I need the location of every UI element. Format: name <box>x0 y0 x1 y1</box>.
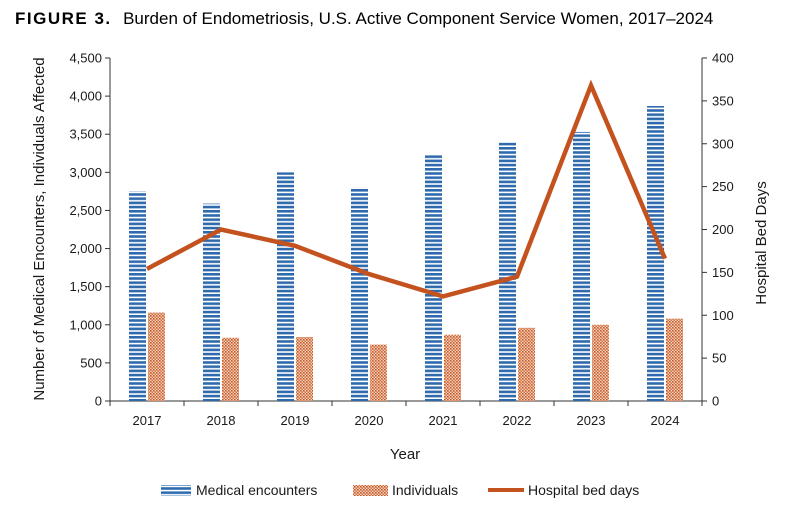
bar-medical-encounters <box>203 203 220 401</box>
right-tick-label: 300 <box>712 136 734 151</box>
bar-individuals <box>666 318 683 401</box>
bar-medical-encounters <box>499 142 516 401</box>
bar-medical-encounters <box>277 172 294 401</box>
right-tick-label: 400 <box>712 51 734 66</box>
bar-individuals <box>518 327 535 401</box>
x-tick-label: 2021 <box>429 413 458 428</box>
bar-individuals <box>296 336 313 401</box>
right-tick-label: 0 <box>712 394 719 409</box>
x-tick-label: 2022 <box>503 413 532 428</box>
left-tick-label: 2,000 <box>69 241 102 256</box>
x-tick-label: 2020 <box>355 413 384 428</box>
bar-medical-encounters <box>425 154 442 401</box>
left-axis-title: Number of Medical Encounters, Individual… <box>31 57 48 400</box>
bar-individuals <box>444 334 461 401</box>
chart-title: FIGURE 3. Burden of Endometriosis, U.S. … <box>15 9 713 28</box>
right-tick-label: 350 <box>712 93 734 108</box>
left-tick-label: 1,000 <box>69 317 102 332</box>
hospital-bed-days-line <box>145 79 668 299</box>
bar-individuals <box>222 337 239 401</box>
figure-label: FIGURE 3. <box>15 9 112 28</box>
legend-label-individuals: Individuals <box>392 482 458 498</box>
bar-medical-encounters <box>351 187 368 401</box>
left-tick-label: 0 <box>95 394 102 409</box>
bar-individuals <box>370 344 387 401</box>
right-tick-label: 50 <box>712 351 726 366</box>
legend-swatch-medical-encounters <box>161 485 191 496</box>
bar-medical-encounters <box>647 106 664 402</box>
left-tick-label: 4,500 <box>69 51 102 66</box>
left-tick-label: 2,500 <box>69 203 102 218</box>
legend-swatch-hospital-bed-days <box>488 488 524 492</box>
left-tick-label: 4,000 <box>69 89 102 104</box>
hospital-bed-days-line-group <box>145 79 668 299</box>
left-tick-label: 1,500 <box>69 279 102 294</box>
right-tick-label: 100 <box>712 308 734 323</box>
x-tick-label: 2023 <box>577 413 606 428</box>
bars <box>129 106 683 402</box>
legend: Medical encounters Individuals Hospital … <box>161 482 639 498</box>
legend-label-hospital-bed-days: Hospital bed days <box>528 482 639 498</box>
x-tick-label: 2024 <box>651 413 680 428</box>
right-axis-ticks: 0 50 100 150 200 250 300 350 400 <box>702 51 734 409</box>
bar-individuals <box>592 324 609 401</box>
x-tick-label: 2018 <box>207 413 236 428</box>
axes <box>109 58 703 402</box>
x-axis-ticks: 2017 2018 2019 2020 2021 2022 2023 2024 <box>109 401 703 428</box>
left-axis-ticks: 0 500 1,000 1,500 2,000 2,500 3,000 3,500 4,000 4… <box>69 51 110 409</box>
left-tick-label: 500 <box>80 355 102 370</box>
x-tick-label: 2019 <box>281 413 310 428</box>
right-tick-label: 200 <box>712 222 734 237</box>
bar-individuals <box>148 312 165 401</box>
figure-title: Burden of Endometriosis, U.S. Active Com… <box>123 9 713 28</box>
legend-swatch-individuals <box>353 485 388 496</box>
left-tick-label: 3,500 <box>69 127 102 142</box>
left-tick-label: 3,000 <box>69 165 102 180</box>
x-axis-title: Year <box>390 446 420 463</box>
legend-label-medical-encounters: Medical encounters <box>196 482 317 498</box>
bar-medical-encounters <box>573 131 590 402</box>
bar-medical-encounters <box>129 191 146 401</box>
right-tick-label: 250 <box>712 179 734 194</box>
right-axis-title: Hospital Bed Days <box>753 181 770 304</box>
right-tick-label: 150 <box>712 265 734 280</box>
x-tick-label: 2017 <box>133 413 162 428</box>
